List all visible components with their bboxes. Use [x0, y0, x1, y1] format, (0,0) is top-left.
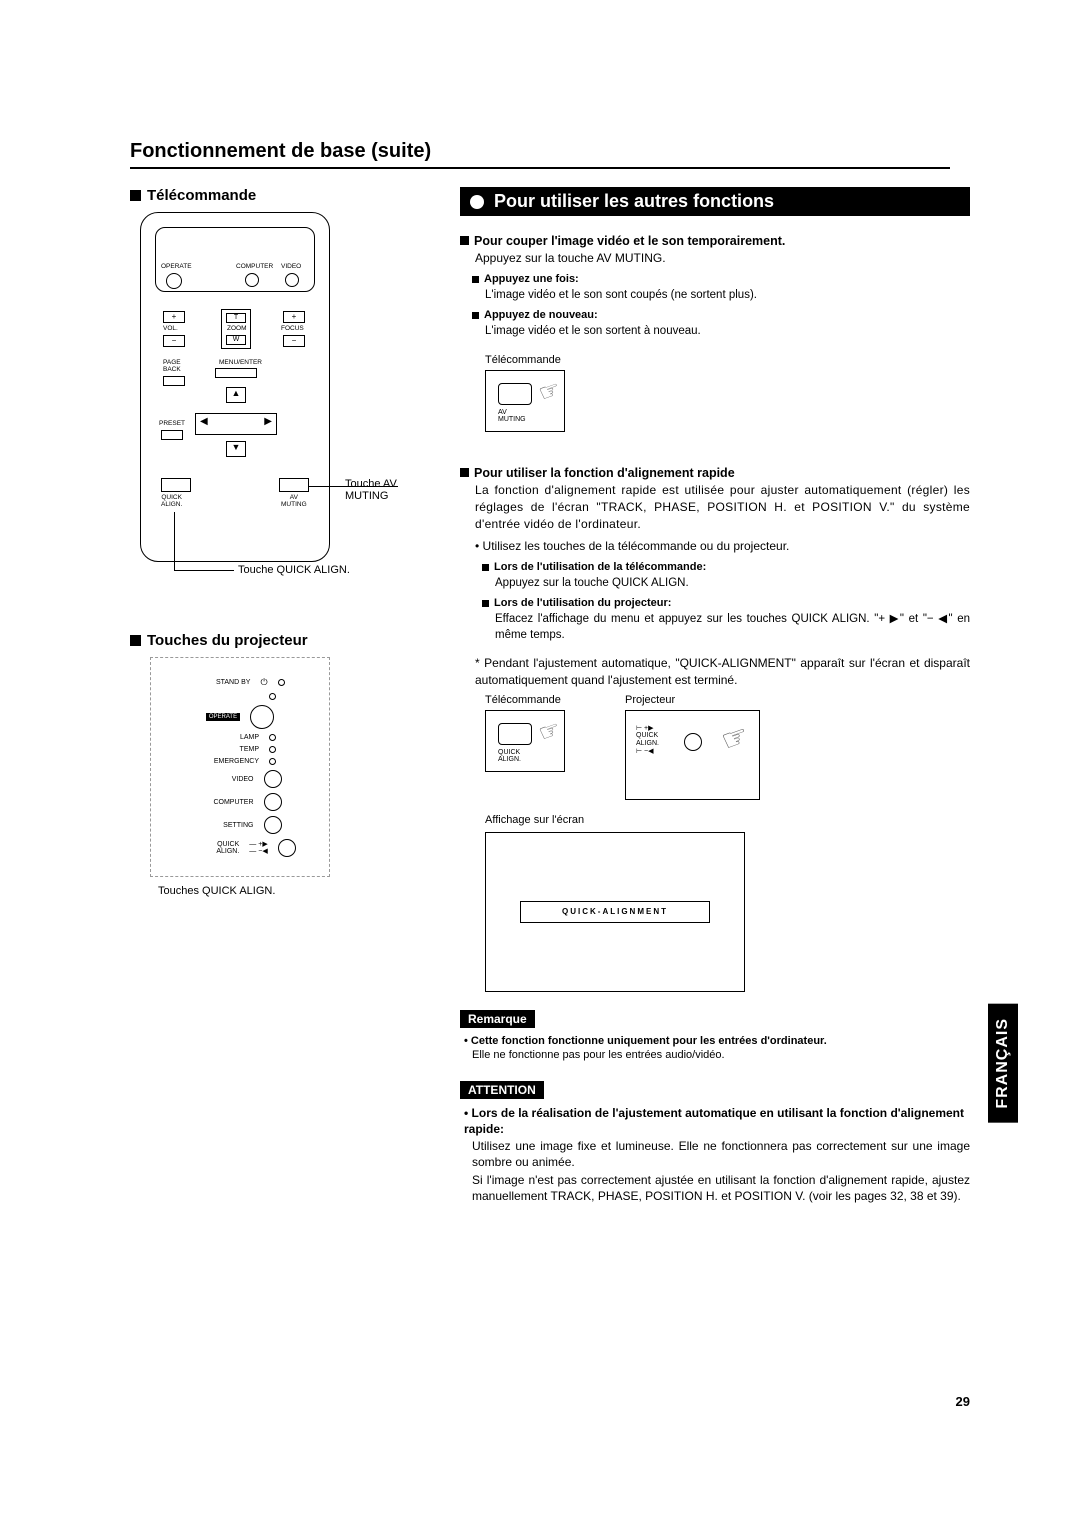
align-box2-caption: Projecteur — [625, 694, 760, 706]
focus-label: FOCUS — [281, 325, 304, 332]
mute-once-label: Appuyez une fois: — [472, 273, 970, 285]
operate-proj-button[interactable] — [250, 705, 274, 729]
align-box2-button[interactable] — [684, 733, 702, 751]
attention-bullet: • Lors de la réalisation de l'ajustement… — [464, 1105, 970, 1204]
vol-plus[interactable]: + — [163, 311, 185, 323]
language-tab: FRANÇAIS — [988, 1004, 1018, 1123]
preset-label: PRESET — [159, 420, 185, 427]
menuenter-label: MENU/ENTER — [219, 359, 262, 366]
align-heading: Pour utiliser la fonction d'alignement r… — [460, 466, 970, 480]
computer-label: COMPUTER — [236, 263, 273, 270]
computer-proj-label: COMPUTER — [199, 799, 254, 806]
remarque-bullet: • Cette fonction fonctionne uniquement p… — [464, 1034, 970, 1064]
pageback-button[interactable] — [163, 376, 185, 386]
mute-again-label: Appuyez de nouveau: — [472, 309, 970, 321]
zoom-w[interactable]: W — [226, 335, 246, 345]
align-proj-text: Effacez l'affichage du menu et appuyez s… — [495, 611, 970, 643]
mute-remote-box: AV MUTING ☞ — [485, 370, 565, 432]
page-number: 29 — [956, 1394, 970, 1409]
standby-indicator — [278, 679, 285, 686]
temp-label: TEMP — [204, 746, 259, 753]
lamp-indicator — [269, 734, 276, 741]
mute-again-text: L'image vidéo et le son sortent à nouvea… — [485, 323, 970, 339]
lamp-label: LAMP — [204, 734, 259, 741]
attention-tag: ATTENTION — [460, 1081, 544, 1099]
onscreen-display-box: QUICK-ALIGNMENT — [485, 832, 745, 992]
focus-minus[interactable]: − — [283, 335, 305, 347]
temp-indicator — [269, 746, 276, 753]
remarque-tag: Remarque — [460, 1010, 535, 1028]
align-proj-label: Lors de l'utilisation du projecteur: — [482, 597, 970, 609]
emergency-indicator — [269, 758, 276, 765]
align-projector-box: ⊢ +▶ QUICK ALIGN. ⊢ −◀ ☞ — [625, 710, 760, 800]
computer-button[interactable] — [245, 273, 259, 287]
preset-button[interactable] — [161, 430, 183, 440]
align-remote-text: Appuyez sur la touche QUICK ALIGN. — [495, 575, 970, 591]
align-box1-label: QUICK ALIGN. — [498, 749, 521, 764]
remote-heading: Télécommande — [130, 187, 430, 204]
standby-label: STAND BY — [195, 679, 250, 686]
align-remote-label: Lors de l'utilisation de la télécommande… — [482, 561, 970, 573]
page-title: Fonctionnement de base (suite) — [130, 140, 970, 163]
callout-proj-qa: Touches QUICK ALIGN. — [158, 885, 430, 897]
quickalign-button[interactable] — [161, 478, 191, 492]
indicator-2 — [269, 693, 276, 700]
menuenter-button[interactable] — [215, 368, 257, 378]
vol-label: VOL. — [163, 325, 178, 332]
zoom-t[interactable]: T — [226, 313, 246, 323]
quickalign-proj-label: QUICK ALIGN. — [184, 841, 239, 855]
quickalign-label: QUICK ALIGN. — [161, 494, 182, 508]
mute-line1: Appuyez sur la touche AV MUTING. — [475, 250, 970, 267]
vol-minus[interactable]: − — [163, 335, 185, 347]
section-banner: Pour utiliser les autres fonctions — [460, 187, 970, 216]
banner-dot-icon — [470, 195, 484, 209]
right-column: Pour utiliser les autres fonctions Pour … — [460, 187, 970, 1204]
pageback-label: PAGE BACK — [163, 359, 181, 373]
quickalign-proj-button[interactable] — [278, 839, 296, 857]
hand-icon: ☞ — [717, 717, 754, 759]
align-box2-label: QUICK ALIGN. — [636, 732, 659, 747]
dpad-up[interactable]: ▲ — [226, 387, 246, 403]
remote-outline: OPERATE COMPUTER VIDEO VOL. + − ZOOM T W… — [140, 212, 330, 562]
video-proj-label: VIDEO — [199, 776, 254, 783]
operate-badge: OPERATE — [206, 713, 240, 721]
mute-box-button[interactable] — [498, 383, 532, 405]
align-box1-caption: Télécommande — [485, 694, 565, 706]
mute-heading: Pour couper l'image vidéo et le son temp… — [460, 234, 970, 248]
mute-box-label: AV MUTING — [498, 409, 526, 424]
emergency-label: EMERGENCY — [204, 758, 259, 765]
title-underline — [130, 167, 950, 169]
video-button[interactable] — [285, 273, 299, 287]
operate-button[interactable] — [166, 273, 182, 289]
left-column: Télécommande OPERATE COMPUTER VIDEO VOL.… — [130, 187, 430, 1204]
setting-proj-button[interactable] — [264, 816, 282, 834]
dpad-down[interactable]: ▼ — [226, 441, 246, 457]
align-box1-button[interactable] — [498, 723, 532, 745]
onscreen-text: QUICK-ALIGNMENT — [520, 901, 710, 923]
callout-quick-align: Touche QUICK ALIGN. — [238, 564, 350, 576]
projector-panel: STAND BY ⏻ OPERATE LAMP TEMP EMERGENCY V… — [150, 657, 330, 877]
align-bullet1: • Utilisez les touches de la télécommand… — [475, 538, 970, 555]
operate-label: OPERATE — [161, 263, 192, 270]
mute-box-caption: Télécommande — [485, 354, 970, 366]
projector-heading: Touches du projecteur — [130, 632, 430, 649]
computer-proj-button[interactable] — [264, 793, 282, 811]
hand-icon: ☞ — [535, 714, 565, 749]
dpad-lr[interactable]: ◀ ▶ — [195, 413, 277, 435]
hand-icon: ☞ — [535, 374, 565, 409]
callout-av-muting: Touche AV MUTING — [345, 478, 430, 502]
screen-caption: Affichage sur l'écran — [485, 814, 970, 826]
align-star-note: * Pendant l'ajustement automatique, "QUI… — [475, 655, 970, 690]
focus-plus[interactable]: + — [283, 311, 305, 323]
avmuting-button[interactable] — [279, 478, 309, 492]
setting-label: SETTING — [199, 822, 254, 829]
align-remote-box: QUICK ALIGN. ☞ — [485, 710, 565, 772]
avmuting-label: AV MUTING — [281, 494, 307, 508]
align-para: La fonction d'alignement rapide est util… — [475, 482, 970, 534]
mute-once-text: L'image vidéo et le son sont coupés (ne … — [485, 287, 970, 303]
video-proj-button[interactable] — [264, 770, 282, 788]
zoom-label: ZOOM — [227, 325, 247, 332]
video-label: VIDEO — [281, 263, 301, 270]
